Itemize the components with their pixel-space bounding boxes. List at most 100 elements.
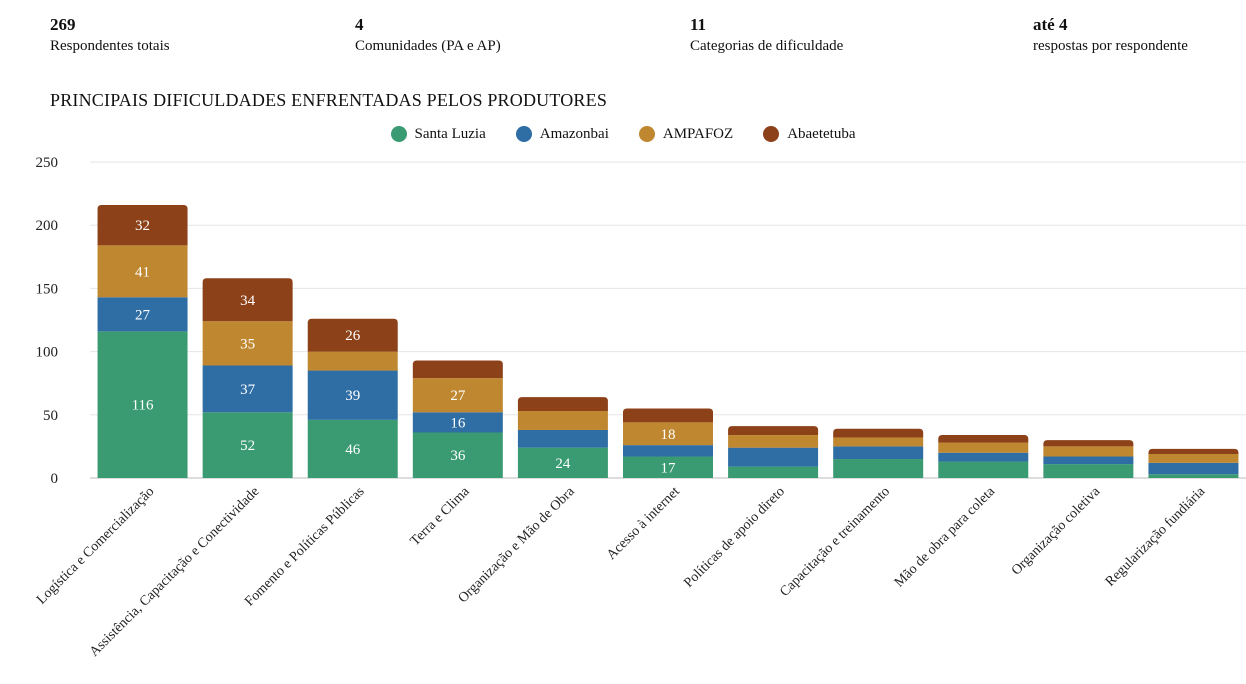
bar-segment xyxy=(1043,464,1134,478)
chart-title: PRINCIPAIS DIFICULDADES ENFRENTADAS PELO… xyxy=(50,90,608,110)
bar-segment xyxy=(833,446,924,460)
bar-segment xyxy=(728,435,819,448)
x-tick-label: Assistência, Capacitação e Conectividade xyxy=(87,484,263,660)
stats-row: 269 Respondentes totais 4 Comunidades (P… xyxy=(50,14,1240,64)
bar-segment xyxy=(307,419,398,478)
x-tick-label: Políticas de apoio direto xyxy=(681,484,788,591)
bar-segment xyxy=(517,411,608,430)
bar-segment xyxy=(1148,462,1239,475)
chart-legend: Santa Luzia Amazonbai AMPAFOZ Abaetetuba xyxy=(0,124,1246,144)
bar-segment xyxy=(1148,474,1239,478)
stat-respondents: 269 Respondentes totais xyxy=(50,14,170,56)
y-tick-label: 250 xyxy=(36,155,59,171)
bar-segment xyxy=(412,432,503,478)
bar-data-label: 26 xyxy=(345,328,361,344)
bar-segment xyxy=(1043,440,1134,447)
bar-segment xyxy=(728,447,819,467)
bar-segment xyxy=(938,452,1029,462)
stat-value: 269 xyxy=(50,15,76,34)
stat-answers: até 4 respostas por respondente xyxy=(1033,14,1188,56)
bar-segment xyxy=(412,412,503,433)
bar-segment xyxy=(833,428,924,438)
legend-label: AMPAFOZ xyxy=(662,125,734,142)
bar-segment xyxy=(1148,453,1239,463)
bar-segment xyxy=(728,466,819,478)
stat-label: respostas por respondente xyxy=(1033,38,1188,54)
bar-segment xyxy=(202,278,293,322)
x-tick-label: Mão de obra para coleta xyxy=(892,484,999,591)
bar-data-label: 34 xyxy=(240,293,256,309)
legend-label: Amazonbai xyxy=(539,125,609,142)
bar-segment xyxy=(412,360,503,379)
y-tick-label: 150 xyxy=(36,281,59,297)
legend-label: Santa Luzia xyxy=(414,125,486,142)
bar-segment xyxy=(623,456,713,478)
legend-swatch xyxy=(638,126,655,142)
bar-data-label: 32 xyxy=(135,218,150,234)
bar-segment xyxy=(412,378,503,413)
bar-segment xyxy=(202,365,293,413)
bar-segment xyxy=(97,297,188,332)
stat-label: Categorias de dificuldade xyxy=(690,38,844,54)
bar-data-label: 39 xyxy=(345,388,360,404)
bar-data-label: 52 xyxy=(240,438,255,454)
bar-data-label: 35 xyxy=(240,336,255,352)
x-tick-label: Capacitação e treinamento xyxy=(777,484,893,600)
bar-segment xyxy=(517,397,608,412)
x-tick-label: Regularização fundiária xyxy=(1103,484,1209,590)
bar-segment xyxy=(623,408,713,423)
bar-segment xyxy=(202,412,293,478)
legend-label: Abaetetuba xyxy=(787,125,856,142)
stat-value: 4 xyxy=(355,15,364,34)
bar-segment xyxy=(97,245,188,298)
bar-data-label: 16 xyxy=(450,415,466,431)
bar-data-label: 37 xyxy=(240,382,256,398)
bar-segment xyxy=(1148,448,1239,454)
y-tick-label: 100 xyxy=(36,345,59,361)
bar-data-label: 24 xyxy=(555,456,571,472)
bar-segment xyxy=(307,351,398,371)
bar-segment xyxy=(1043,456,1134,465)
bar-segment xyxy=(938,442,1029,453)
bar-data-label: 27 xyxy=(450,388,466,404)
bar-data-label: 36 xyxy=(450,448,466,464)
stat-label: Respondentes totais xyxy=(50,38,170,54)
legend-swatch xyxy=(390,126,407,142)
y-tick-label: 200 xyxy=(36,218,59,234)
bar-data-label: 27 xyxy=(135,307,151,323)
bar-segment xyxy=(202,321,293,366)
bar-segment xyxy=(307,318,398,352)
bar-segment xyxy=(1043,446,1134,457)
bar-segment xyxy=(728,426,819,436)
legend-swatch xyxy=(763,126,780,142)
x-tick-label: Fomento e Políticas Públicas xyxy=(242,484,367,609)
bar-segment xyxy=(97,204,188,246)
bar-segment xyxy=(833,459,924,478)
legend-swatch xyxy=(515,126,532,142)
stat-communities: 4 Comunidades (PA e AP) xyxy=(355,14,501,56)
x-tick-label: Terra e Clima xyxy=(408,484,473,549)
bar-segment xyxy=(97,331,188,478)
bar-data-label: 46 xyxy=(345,442,361,458)
x-tick-label: Logística e Comercialização xyxy=(34,484,157,607)
stat-categories: 11 Categorias de dificuldade xyxy=(690,14,843,56)
legend-item-santa-luzia[interactable]: Santa Luzia xyxy=(390,124,486,144)
y-tick-label: 50 xyxy=(43,408,58,424)
x-tick-label: Organização coletiva xyxy=(1009,484,1104,579)
bar-segment xyxy=(307,370,398,420)
bar-segment xyxy=(517,447,608,478)
stat-value: 11 xyxy=(690,15,707,34)
bar-segment xyxy=(938,435,1029,443)
bar-segment xyxy=(833,437,924,447)
bar-data-label: 116 xyxy=(132,398,154,414)
stat-label: Comunidades (PA e AP) xyxy=(355,38,501,54)
x-tick-label: Organização e Mão de Obra xyxy=(456,484,579,607)
legend-item-ampafoz[interactable]: AMPAFOZ xyxy=(638,124,734,144)
bar-segment xyxy=(623,422,713,446)
bar-data-label: 17 xyxy=(661,460,677,476)
x-tick-label: Acesso à internet xyxy=(604,484,683,563)
bar-segment xyxy=(623,445,713,457)
legend-item-abaetetuba[interactable]: Abaetetuba xyxy=(763,124,856,144)
legend-item-amazonbai[interactable]: Amazonbai xyxy=(515,124,609,144)
